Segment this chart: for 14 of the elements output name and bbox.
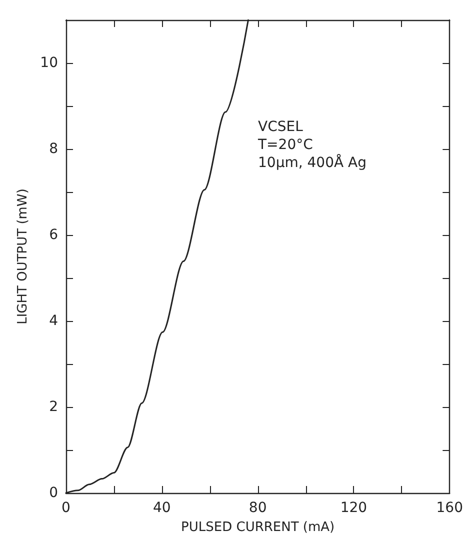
annotation: VCSEL T=20°C 10μm, 400Å Ag (257, 119, 366, 171)
x-tick-label: 160 (436, 500, 464, 516)
y-axis-title: LIGHT OUTPUT (mW) (15, 188, 30, 324)
y-tick-label: 0 (49, 485, 58, 501)
x-tick-label: 40 (152, 500, 171, 516)
y-tick-label: 4 (49, 313, 58, 329)
y-tick-label: 6 (49, 227, 58, 243)
x-tick-label: 120 (340, 500, 368, 516)
y-tick-label: 8 (49, 141, 58, 157)
y-tick-label: 10 (40, 55, 58, 71)
x-axis-title: PULSED CURRENT (mA) (181, 520, 335, 535)
x-tick-label: 80 (248, 500, 267, 516)
y-tick-label: 2 (49, 399, 58, 415)
x-tick-label: 0 (62, 500, 70, 516)
